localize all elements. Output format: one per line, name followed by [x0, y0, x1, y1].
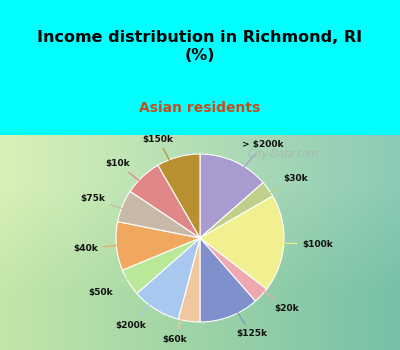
Wedge shape: [200, 238, 255, 322]
Wedge shape: [137, 238, 200, 319]
Text: $30k: $30k: [238, 174, 308, 211]
Wedge shape: [130, 165, 200, 238]
Wedge shape: [200, 183, 273, 238]
Text: Asian residents: Asian residents: [139, 101, 261, 115]
Text: Income distribution in Richmond, RI
(%): Income distribution in Richmond, RI (%): [38, 30, 362, 63]
Text: $40k: $40k: [73, 243, 154, 253]
Wedge shape: [200, 154, 263, 238]
Text: $150k: $150k: [143, 134, 187, 193]
Wedge shape: [158, 154, 200, 238]
Wedge shape: [200, 196, 284, 289]
Text: $125k: $125k: [217, 281, 267, 338]
Text: > $200k: > $200k: [220, 140, 284, 196]
Text: $50k: $50k: [88, 262, 160, 296]
Text: $100k: $100k: [246, 240, 333, 249]
Wedge shape: [200, 238, 267, 301]
Wedge shape: [178, 238, 200, 322]
Wedge shape: [118, 191, 200, 238]
Text: $200k: $200k: [115, 277, 175, 330]
Text: $60k: $60k: [162, 284, 193, 344]
Text: $75k: $75k: [80, 194, 157, 220]
Wedge shape: [122, 238, 200, 293]
Text: $10k: $10k: [105, 159, 168, 204]
Text: $20k: $20k: [234, 270, 300, 313]
Wedge shape: [116, 222, 200, 270]
Text: City-Data.com: City-Data.com: [242, 149, 318, 159]
